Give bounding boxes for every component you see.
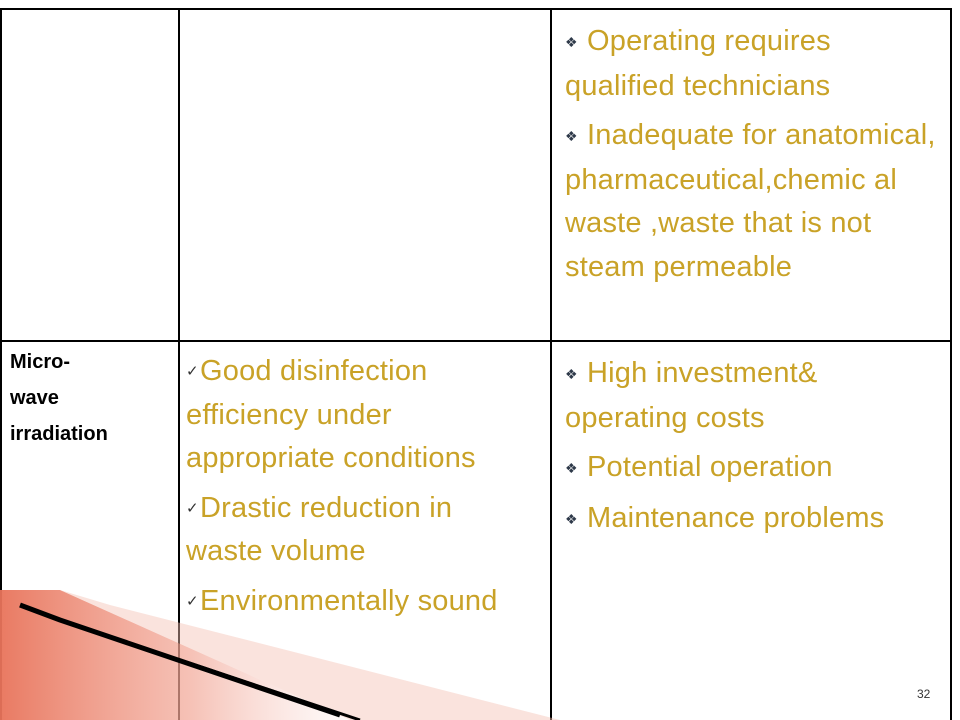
checkmark-icon: ✓: [186, 592, 199, 610]
diamond-bullet-icon: ❖: [565, 128, 578, 144]
row-label-line: irradiation: [10, 423, 108, 445]
disadvantage-text: High investment& operating costs: [565, 357, 818, 434]
column-divider-2: [550, 10, 552, 720]
list-item: ❖ Operating requires qualified technician…: [565, 20, 945, 108]
advantage-text: Good disinfection efficiency under appro…: [186, 355, 476, 474]
list-item: ❖ High investment& operating costs: [565, 352, 945, 440]
page-number: 32: [917, 687, 931, 701]
disadvantage-text: Maintenance problems: [587, 501, 885, 534]
disadvantage-text: Inadequate for anatomical, pharmaceutica…: [565, 119, 936, 283]
row-divider: [2, 340, 950, 342]
list-item: ✓Drastic reduction in waste volume: [186, 487, 536, 574]
checkmark-icon: ✓: [186, 363, 199, 380]
list-item: ✓Environmentally sound: [186, 580, 536, 624]
list-item: ✓Good disinfection efficiency under appr…: [186, 350, 536, 481]
advantage-text: Drastic reduction in waste volume: [186, 491, 453, 568]
diamond-bullet-icon: ❖: [565, 460, 578, 476]
checkmark-icon: ✓: [186, 499, 199, 517]
list-item: ❖ Potential operation: [565, 446, 945, 491]
disadvantage-text: Potential operation: [587, 451, 833, 483]
row-label: Micro- wave irradiation: [10, 344, 170, 452]
row2-disadvantages-cell: ❖ High investment& operating costs ❖ Poten…: [565, 352, 945, 547]
column-divider-1: [178, 10, 180, 720]
advantage-text: Environmentally sound: [200, 584, 498, 617]
row-label-line: wave: [10, 387, 59, 409]
row1-disadvantages-cell: ❖ Operating requires qualified technician…: [565, 20, 945, 295]
list-item: ❖ Maintenance problems: [565, 497, 945, 542]
diamond-bullet-icon: ❖: [565, 34, 578, 50]
diamond-bullet-icon: ❖: [565, 510, 578, 527]
list-item: ❖ Inadequate for anatomical, pharmaceutic…: [565, 114, 945, 289]
disadvantage-text: Operating requires qualified technicians: [565, 25, 831, 102]
diamond-bullet-icon: ❖: [565, 366, 578, 382]
comparison-table: [0, 8, 952, 720]
row2-advantages-cell: ✓Good disinfection efficiency under appr…: [186, 350, 536, 629]
row-label-line: Micro-: [10, 351, 70, 373]
